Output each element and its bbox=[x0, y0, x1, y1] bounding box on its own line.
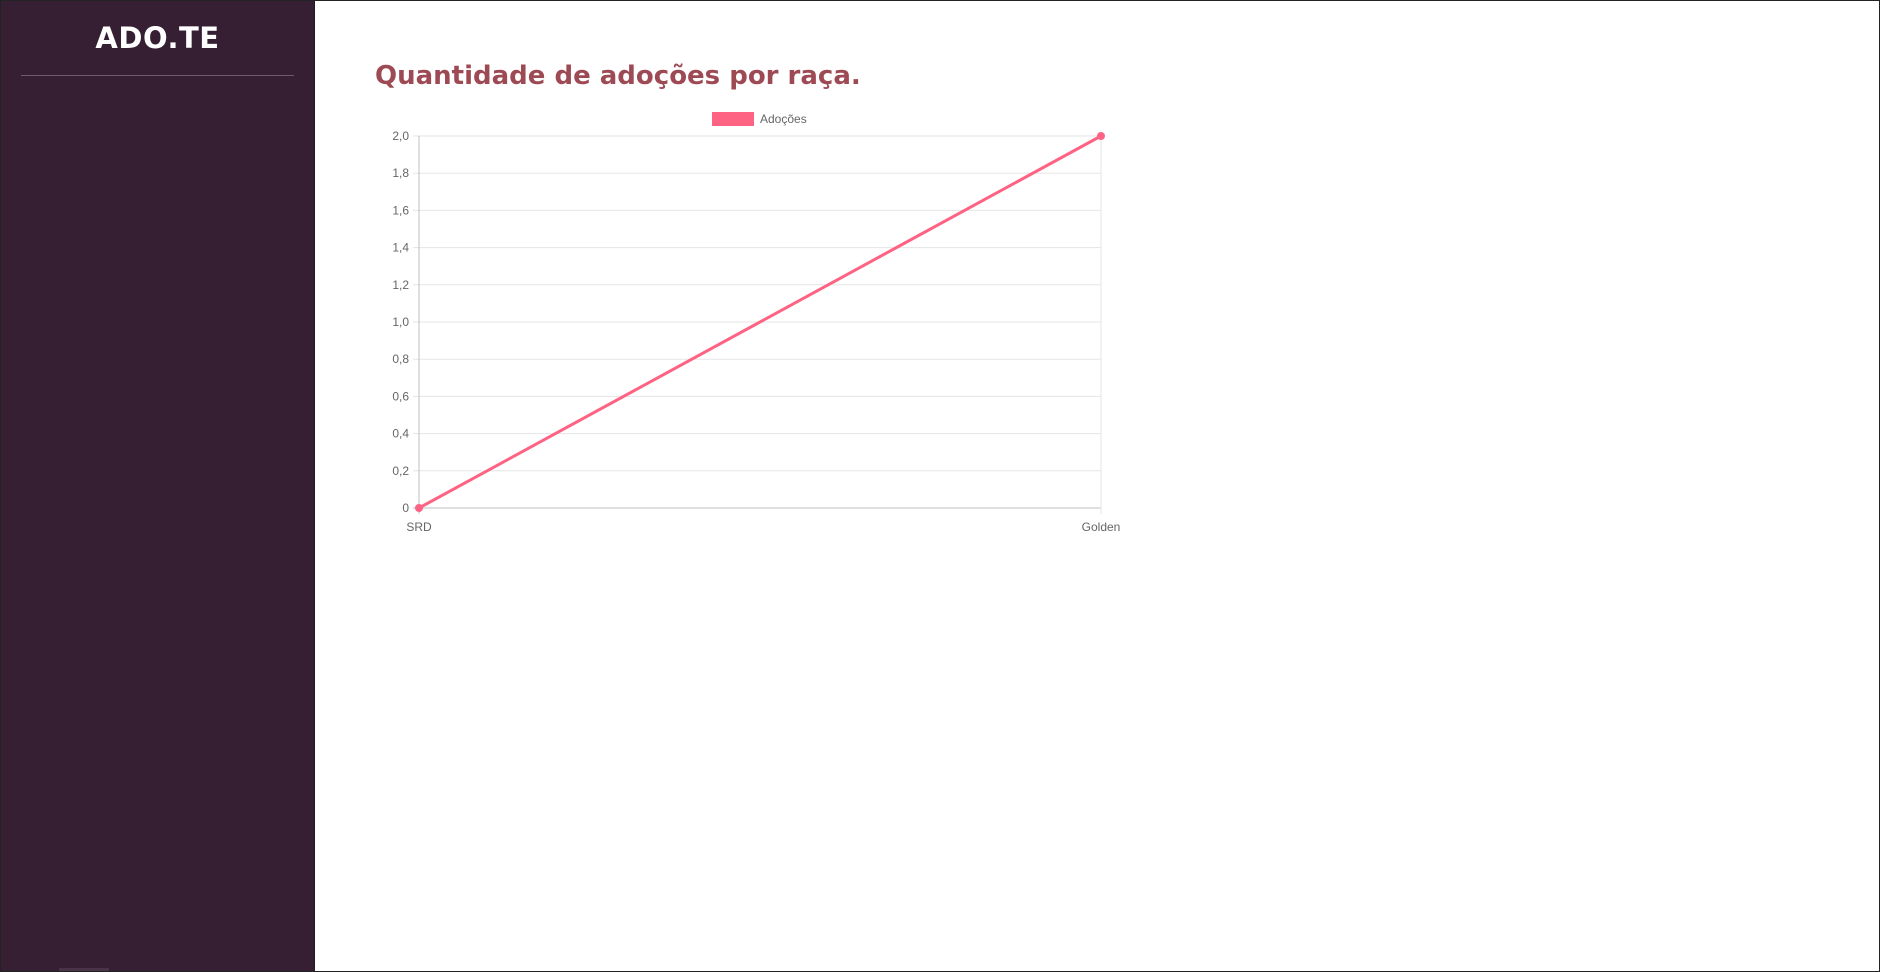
data-point bbox=[415, 504, 423, 512]
legend-label-adocoes: Adoções bbox=[760, 112, 807, 126]
chart-series bbox=[415, 132, 1105, 512]
legend-swatch-adocoes bbox=[712, 112, 754, 126]
y-tick-label: 1,0 bbox=[392, 315, 409, 329]
y-tick-label: 0 bbox=[402, 501, 409, 515]
sidebar: ADO.TE bbox=[1, 1, 315, 971]
chart-legend[interactable]: Adoções bbox=[712, 112, 807, 126]
x-tick-label: Golden bbox=[1082, 520, 1121, 534]
y-tick-label: 1,8 bbox=[392, 166, 409, 180]
y-tick-label: 0,8 bbox=[392, 352, 409, 366]
sidebar-bottom-mark bbox=[59, 968, 109, 971]
chart-container: 0 0,2 0,4 0,6 0,8 1,0 1,2 1,4 1,6 1,8 2,0 SRD Golden… bbox=[369, 103, 1369, 547]
main-content: Quantidade de adoções por raça. 0 0,2 0,4 0… bbox=[315, 1, 1879, 971]
y-tick-label: 0,4 bbox=[392, 427, 409, 441]
series-line-adocoes bbox=[418, 134, 1102, 510]
chart-axes: 0 0,2 0,4 0,6 0,8 1,0 1,2 1,4 1,6 1,8 2,0 SRD Golden bbox=[392, 129, 1120, 534]
y-tick-label: 0,2 bbox=[392, 464, 409, 478]
adoptions-line-chart: 0 0,2 0,4 0,6 0,8 1,0 1,2 1,4 1,6 1,8 2,0 SRD Golden… bbox=[392, 112, 1120, 534]
sidebar-divider bbox=[21, 75, 294, 76]
page-title: Quantidade de adoções por raça. bbox=[375, 61, 861, 91]
brand-logo[interactable]: ADO.TE bbox=[95, 21, 220, 55]
y-tick-label: 1,2 bbox=[392, 278, 409, 292]
y-tick-label: 2,0 bbox=[392, 129, 409, 143]
y-tick-label: 0,6 bbox=[392, 389, 409, 403]
y-tick-label: 1,6 bbox=[392, 203, 409, 217]
data-point bbox=[1097, 132, 1105, 140]
x-tick-label: SRD bbox=[406, 520, 432, 534]
y-tick-label: 1,4 bbox=[392, 241, 409, 255]
